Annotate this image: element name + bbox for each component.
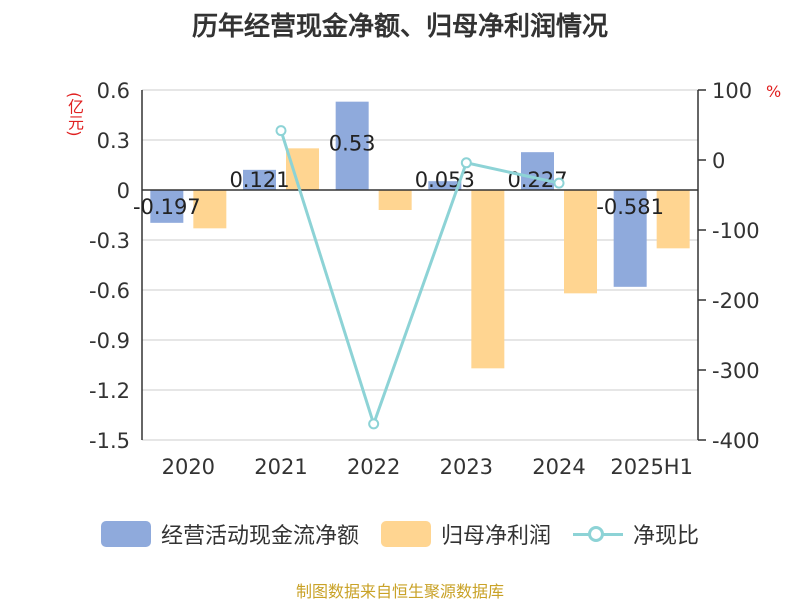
data-label-ocf: -0.197 bbox=[133, 195, 201, 219]
x-tick-label: 2021 bbox=[254, 455, 307, 479]
data-label-ocf: 0.121 bbox=[229, 168, 289, 192]
legend-label-ocf: 经营活动现金流净额 bbox=[160, 524, 359, 549]
y-left-tick-label: -0.3 bbox=[89, 229, 130, 253]
legend-label-ratio: 净现比 bbox=[633, 524, 700, 549]
legend-item-ocf[interactable]: 经营活动现金流净额 bbox=[100, 518, 359, 550]
bar-net-profit bbox=[193, 190, 227, 229]
y-right-tick-label: 0 bbox=[712, 149, 725, 173]
ratio-point bbox=[460, 157, 472, 169]
y-right-tick-label: 100 bbox=[712, 79, 752, 103]
y-left-tick-label: 0.6 bbox=[97, 79, 130, 103]
bar-net-profit bbox=[286, 148, 319, 190]
x-tick-label: 2020 bbox=[162, 455, 215, 479]
bar-ocf bbox=[150, 190, 184, 223]
ratio-point bbox=[553, 177, 565, 189]
data-label-ocf: 0.053 bbox=[415, 168, 475, 192]
y-left-tick-label: 0 bbox=[117, 179, 130, 203]
y-right-tick-label: -300 bbox=[712, 359, 760, 383]
bar-net-profit bbox=[656, 190, 690, 249]
bar-ocf bbox=[613, 190, 647, 287]
x-tick-label: 2023 bbox=[440, 455, 493, 479]
legend-label-net-profit: 归母净利润 bbox=[440, 524, 551, 549]
x-tick-label: 2022 bbox=[347, 455, 400, 479]
bar-ocf bbox=[521, 152, 554, 190]
source-note: 制图数据来自恒生聚源数据库 bbox=[295, 582, 504, 601]
y-left-tick-label: 0.3 bbox=[97, 129, 130, 153]
x-tick-label: 2025H1 bbox=[610, 455, 693, 479]
bar-ocf bbox=[243, 169, 276, 190]
legend-swatch-net-profit bbox=[380, 521, 431, 547]
y-right-tick-label: -400 bbox=[712, 429, 760, 453]
chart-title: 历年经营现金净额、归母净利润情况 bbox=[191, 12, 608, 42]
legend-swatch-ratio bbox=[573, 521, 623, 547]
ratio-line bbox=[279, 130, 560, 429]
y-right-tick-label: -100 bbox=[712, 219, 760, 243]
bar-ocf bbox=[428, 181, 462, 190]
y-left-tick-label: -0.6 bbox=[89, 279, 130, 303]
ratio-point bbox=[368, 418, 380, 430]
y-left-tick-label: -0.9 bbox=[89, 329, 130, 353]
bar-ocf bbox=[335, 101, 369, 190]
ratio-point bbox=[275, 125, 287, 137]
legend-item-net-profit[interactable]: 归母净利润 bbox=[380, 518, 551, 550]
data-label-ocf: 0.53 bbox=[329, 132, 376, 156]
right-axis-unit: % bbox=[766, 82, 782, 101]
y-left-tick-label: -1.2 bbox=[89, 379, 130, 403]
y-left-tick-label: -1.5 bbox=[89, 429, 130, 453]
y-right-tick-label: -200 bbox=[712, 289, 760, 313]
bar-net-profit bbox=[471, 190, 505, 369]
bar-net-profit bbox=[378, 190, 412, 210]
x-tick-label: 2024 bbox=[532, 455, 585, 479]
left-axis-unit: (亿元) bbox=[65, 92, 84, 137]
legend-item-ratio[interactable]: 净现比 bbox=[573, 518, 699, 550]
legend: 经营活动现金流净额 归母净利润 净现比 bbox=[0, 518, 800, 550]
legend-swatch-ocf bbox=[100, 521, 151, 547]
data-label-ocf: -0.581 bbox=[596, 195, 664, 219]
bar-net-profit bbox=[564, 190, 597, 294]
